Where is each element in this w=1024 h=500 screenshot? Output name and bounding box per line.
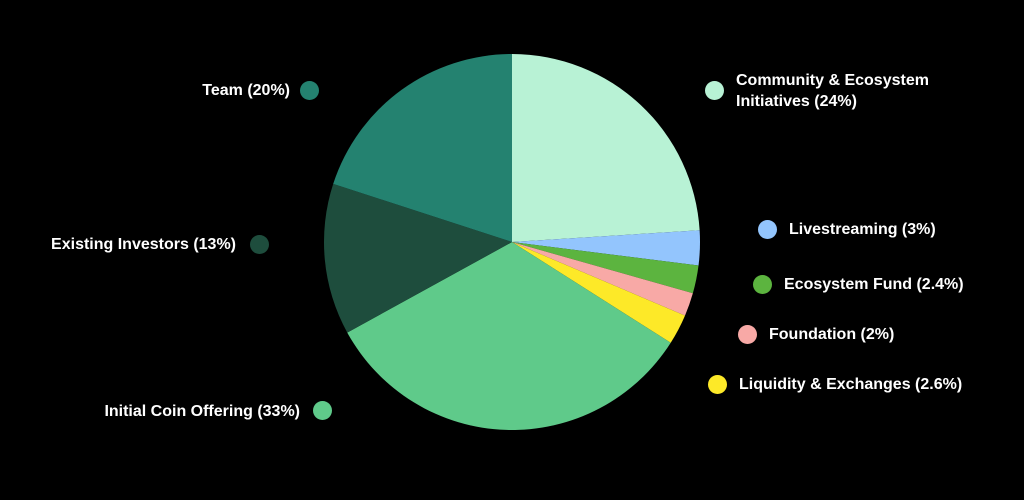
legend-dot-foundation xyxy=(738,325,757,344)
legend-dot-existing-investors xyxy=(250,235,269,254)
legend-label-existing-investors: Existing Investors (13%) xyxy=(51,236,236,253)
pie-slice-liquidity-exchanges-2-6 xyxy=(512,242,685,343)
pie-slice-livestreaming-3 xyxy=(512,230,701,266)
legend-label-initial-coin-offering: Initial Coin Offering (33%) xyxy=(104,403,300,420)
legend-dot-liquidity-exchanges xyxy=(708,375,727,394)
legend-dot-livestreaming xyxy=(758,220,777,239)
legend-label-community-line-2: Initiatives (24%) xyxy=(736,93,857,110)
pie-slice-ecosystem-fund-2-4 xyxy=(512,242,699,294)
legend-label-ecosystem-fund: Ecosystem Fund (2.4%) xyxy=(784,276,964,293)
legend-label-livestreaming: Livestreaming (3%) xyxy=(789,221,936,238)
legend-dot-team xyxy=(300,81,319,100)
pie-slice-team-20 xyxy=(333,53,512,242)
pie-slice-foundation-2 xyxy=(512,242,693,316)
legend-label-foundation: Foundation (2%) xyxy=(769,326,895,343)
legend-dot-initial-coin-offering xyxy=(313,401,332,420)
pie-slice-existing-investors-13 xyxy=(323,183,512,333)
pie-slice-community-ecosystem-initiatives-24 xyxy=(512,53,700,242)
pie-slice-initial-coin-offering-33 xyxy=(347,242,671,431)
legend-label-community-ecosystem: Community & Ecosystem Initiatives (24%) xyxy=(736,70,929,112)
legend-dot-community-ecosystem xyxy=(705,81,724,100)
legend-label-team: Team (20%) xyxy=(202,82,290,99)
legend-dot-ecosystem-fund xyxy=(753,275,772,294)
legend-label-community-line-1: Community & Ecosystem xyxy=(736,72,929,89)
legend-label-liquidity-exchanges: Liquidity & Exchanges (2.6%) xyxy=(739,376,963,393)
